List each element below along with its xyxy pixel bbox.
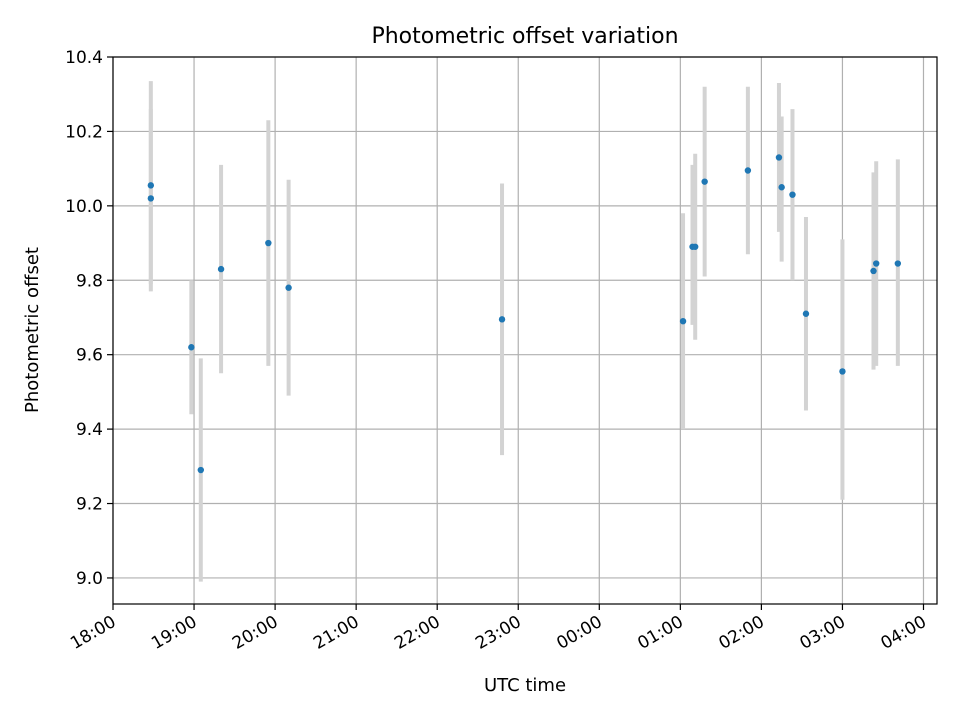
y-tick-label: 10.2: [65, 122, 103, 142]
data-point: [701, 178, 708, 185]
data-point: [217, 265, 225, 273]
y-tick-label: 9.0: [76, 569, 103, 589]
y-tick-label: 9.6: [76, 346, 103, 366]
y-tick-label: 10.0: [65, 197, 103, 217]
y-tick-label: 9.8: [76, 271, 103, 291]
y-axis-label: Photometric offset: [22, 247, 43, 413]
grid: [112, 56, 937, 604]
data-point: [197, 466, 205, 474]
data-point: [802, 310, 810, 317]
data-points: [147, 154, 902, 474]
data-point: [188, 344, 195, 351]
data-point: [679, 317, 687, 325]
data-point: [498, 316, 506, 323]
y-tick-label: 9.4: [76, 420, 103, 440]
chart-title: Photometric offset variation: [371, 24, 678, 49]
y-axis: 9.0 9.2 9.4 9.6 9.8 10.0 10.2 10.4: [65, 48, 113, 589]
data-point: [265, 239, 272, 247]
x-axis-label: UTC time: [484, 675, 566, 696]
data-point: [873, 260, 880, 267]
data-point: [147, 195, 155, 202]
data-point: [285, 284, 292, 291]
data-point: [839, 368, 846, 375]
data-point: [775, 154, 783, 161]
data-point: [744, 167, 752, 174]
data-point: [778, 184, 785, 191]
y-tick-label: 10.4: [65, 48, 103, 68]
plot-frame: [112, 56, 938, 605]
data-point: [692, 243, 699, 250]
data-point: [894, 260, 902, 267]
y-tick-label: 9.2: [76, 495, 103, 515]
data-point: [789, 191, 796, 198]
data-point: [147, 182, 155, 189]
data-point: [870, 267, 877, 275]
